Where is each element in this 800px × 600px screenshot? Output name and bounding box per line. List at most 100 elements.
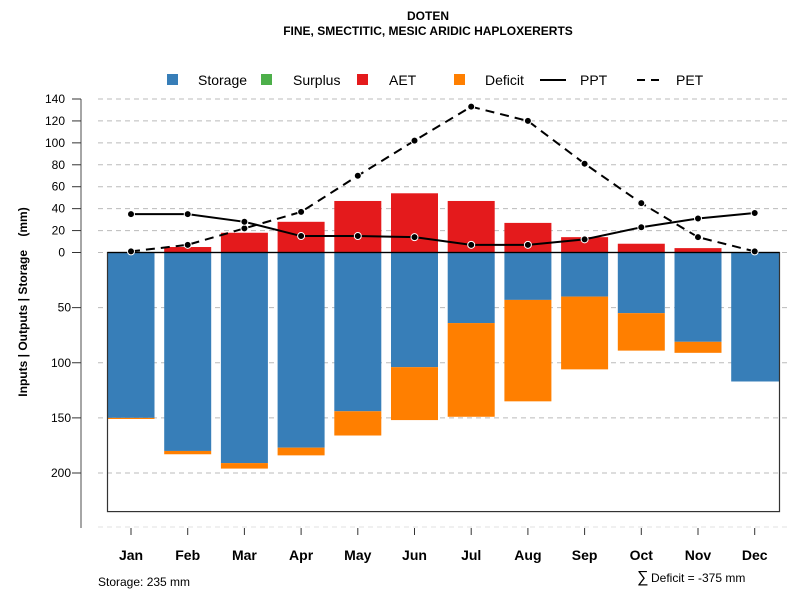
x-tick-label: Apr [289, 547, 314, 563]
legend-item-surplus: Surplus [261, 72, 340, 88]
y-tick-label: 40 [52, 202, 66, 216]
pet-point [523, 116, 532, 125]
y-tick-label: 20 [52, 224, 66, 238]
ppt-point [127, 210, 135, 219]
pet-point [127, 247, 135, 256]
y-tick-label: 200 [51, 466, 71, 480]
legend: Storage Surplus AET Deficit PPT PET [167, 72, 704, 88]
legend-item-storage: Storage [167, 72, 247, 88]
y-axis-label: Inputs | Outputs | Storage (mm) [16, 207, 30, 396]
x-tick-label: Nov [685, 547, 712, 563]
x-tick-label: Dec [742, 547, 768, 563]
deficit-legend-swatch [454, 74, 465, 85]
pet-point [353, 171, 362, 180]
deficit-note: Deficit = -375 mm [651, 571, 745, 585]
pet-line [130, 105, 755, 253]
deficit-bar [504, 299, 552, 402]
y-tick-label: 0 [58, 246, 65, 260]
legend-label: Storage [198, 72, 247, 88]
storage-bar [334, 252, 382, 412]
storage-bar [277, 252, 325, 448]
aet-bar [164, 247, 212, 253]
chart-title: DOTEN [407, 9, 449, 23]
pet-point [183, 240, 192, 249]
pet-point [580, 159, 589, 168]
x-tick-label: Oct [630, 547, 654, 563]
deficit-bar [277, 447, 325, 456]
lines [127, 102, 759, 256]
aet-bar [334, 200, 382, 253]
ppt-point [353, 232, 362, 241]
bars [107, 193, 780, 469]
x-tick-label: Jun [402, 547, 427, 563]
pet-point [750, 247, 759, 256]
storage-bar [107, 252, 155, 418]
y-tick-label: 100 [51, 356, 71, 370]
legend-label: PET [676, 72, 704, 88]
storage-bar [674, 252, 722, 342]
y-tick-label: 140 [45, 92, 65, 106]
pet-point [694, 233, 702, 242]
legend-item-deficit: Deficit [454, 72, 524, 88]
deficit-bar [447, 323, 495, 417]
legend-label: AET [389, 72, 417, 88]
aet-legend-swatch [357, 74, 368, 85]
deficit-bar [164, 450, 212, 455]
aet-bar [391, 193, 438, 253]
legend-label: Deficit [485, 72, 524, 88]
x-tick-label: Feb [175, 547, 200, 563]
pet-point [240, 224, 249, 233]
y-axis: 0 20 40 60 80 100 120 140 50 100 150 200 [45, 92, 82, 528]
chart-subtitle: FINE, SMECTITIC, MESIC ARIDIC HAPLOXERER… [283, 24, 573, 38]
x-tick-label: Jan [119, 547, 143, 563]
storage-bar [164, 252, 212, 451]
storage-bar [561, 252, 609, 297]
legend-label: PPT [580, 72, 608, 88]
ppt-point [637, 223, 646, 232]
aet-bar [674, 248, 722, 253]
ppt-point [467, 240, 476, 249]
ppt-point [580, 235, 589, 244]
y-tick-label: 120 [45, 114, 65, 128]
pet-point [467, 102, 476, 111]
deficit-bar [391, 367, 438, 421]
ppt-point [297, 232, 306, 241]
pet-point [637, 199, 646, 208]
surplus-legend-swatch [261, 74, 272, 85]
x-axis: Jan Feb Mar Apr May Jun Jul Aug Sep Oct Nov Dec [119, 528, 768, 563]
deficit-bar [334, 411, 382, 436]
ppt-line [131, 212, 755, 246]
x-tick-label: Mar [232, 547, 257, 563]
storage-bar [447, 252, 495, 324]
legend-item-ppt: PPT [540, 72, 608, 88]
plot-box [106, 251, 781, 513]
ppt-point [240, 217, 249, 226]
ppt-point [750, 209, 759, 218]
x-tick-label: Sep [572, 547, 598, 563]
deficit-bar [220, 463, 268, 469]
storage-bar [391, 252, 438, 368]
ppt-point [523, 240, 532, 249]
x-tick-label: Aug [514, 547, 541, 563]
pet-point [410, 136, 419, 145]
storage-bar [617, 252, 665, 314]
y-tick-label: 80 [52, 158, 66, 172]
y-tick-label: 50 [58, 301, 72, 315]
y-tick-label: 100 [45, 136, 65, 150]
legend-item-pet: PET [637, 72, 704, 88]
deficit-bar [107, 417, 155, 419]
ppt-point [410, 233, 419, 242]
pet-point [297, 207, 306, 216]
ppt-point [183, 210, 192, 219]
aet-bar [617, 243, 665, 253]
deficit-bar [674, 341, 722, 353]
x-tick-label: Jul [461, 547, 481, 563]
storage-note: Storage: 235 mm [98, 575, 190, 589]
y-tick-label: 150 [51, 411, 71, 425]
legend-item-aet: AET [357, 72, 417, 88]
ppt-point [694, 214, 702, 223]
deficit-bar [617, 313, 665, 351]
aet-bar [220, 232, 268, 253]
y-tick-label: 60 [52, 180, 66, 194]
